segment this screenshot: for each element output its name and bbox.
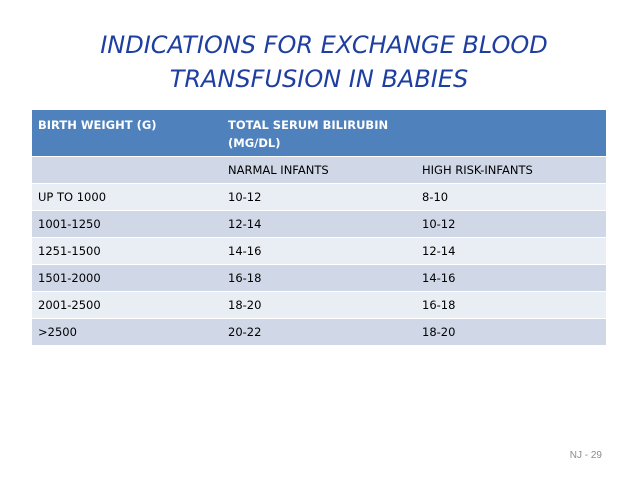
cell-normal: 18-20 — [222, 291, 416, 319]
cell-normal: 10-12 — [222, 183, 416, 211]
table-row: 1251-1500 14-16 12-14 — [32, 237, 606, 265]
table-row: >2500 20-22 18-20 — [32, 318, 606, 346]
cell-birth-weight: >2500 — [32, 318, 222, 346]
header-birth-weight: BIRTH WEIGHT (G) — [32, 110, 222, 157]
table-row: 1501-2000 16-18 14-16 — [32, 264, 606, 292]
slide-title-line-1: INDICATIONS FOR EXCHANGE BLOOD — [100, 31, 548, 59]
table-row: 2001-2500 18-20 16-18 — [32, 291, 606, 319]
subheader-normal-infants: NARMAL INFANTS — [222, 156, 416, 184]
cell-high-risk: 14-16 — [416, 264, 606, 292]
header-total-serum-bilirubin: TOTAL SERUM BILIRUBIN (MG/DL) — [222, 110, 416, 157]
cell-birth-weight: 1001-1250 — [32, 210, 222, 238]
table-header-row: BIRTH WEIGHT (G) TOTAL SERUM BILIRUBIN (… — [32, 110, 606, 157]
cell-normal: 12-14 — [222, 210, 416, 238]
cell-birth-weight: UP TO 1000 — [32, 183, 222, 211]
cell-birth-weight: 1251-1500 — [32, 237, 222, 265]
subheader-empty — [32, 156, 222, 184]
header-empty — [416, 110, 606, 157]
cell-high-risk: 8-10 — [416, 183, 606, 211]
page-number: NJ - 29 — [569, 450, 602, 461]
slide-title: INDICATIONS FOR EXCHANGE BLOOD TRANSFUSI… — [0, 28, 638, 96]
slide-title-line-2: TRANSFUSION IN BABIES — [169, 65, 469, 93]
cell-normal: 16-18 — [222, 264, 416, 292]
cell-high-risk: 16-18 — [416, 291, 606, 319]
cell-normal: 20-22 — [222, 318, 416, 346]
cell-birth-weight: 1501-2000 — [32, 264, 222, 292]
bilirubin-table: BIRTH WEIGHT (G) TOTAL SERUM BILIRUBIN (… — [32, 110, 606, 346]
table-subheader-row: NARMAL INFANTS HIGH RISK-INFANTS — [32, 156, 606, 184]
cell-high-risk: 18-20 — [416, 318, 606, 346]
table-row: UP TO 1000 10-12 8-10 — [32, 183, 606, 211]
cell-high-risk: 10-12 — [416, 210, 606, 238]
table-row: 1001-1250 12-14 10-12 — [32, 210, 606, 238]
cell-high-risk: 12-14 — [416, 237, 606, 265]
cell-normal: 14-16 — [222, 237, 416, 265]
subheader-high-risk-infants: HIGH RISK-INFANTS — [416, 156, 606, 184]
cell-birth-weight: 2001-2500 — [32, 291, 222, 319]
